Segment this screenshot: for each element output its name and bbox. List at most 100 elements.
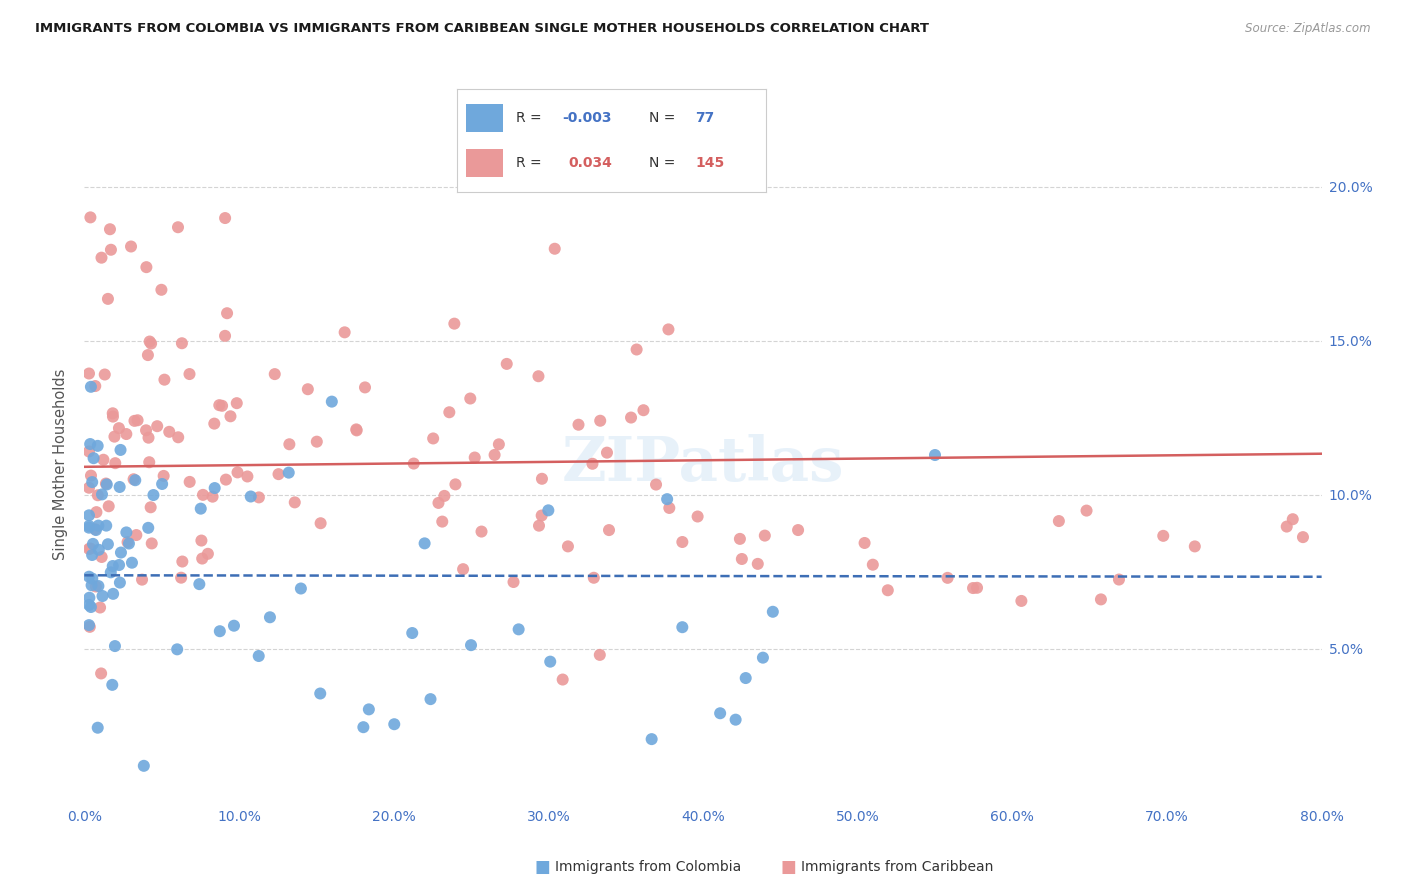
Point [79, 620, 101, 634]
Point [862, 558, 884, 572]
Point [172, 555, 194, 569]
Point [87, 721, 110, 735]
Point [77, 519, 100, 533]
Point [77, 367, 100, 381]
Point [124, 473, 146, 487]
Point [1010, 594, 1032, 608]
Point [86, 439, 108, 453]
Point [127, 413, 149, 427]
Point [527, 369, 550, 384]
Point [267, 467, 290, 482]
Point [190, 501, 212, 516]
Point [188, 577, 211, 591]
Point [309, 686, 332, 700]
Point [179, 367, 201, 381]
Text: -0.003: -0.003 [562, 111, 612, 125]
Text: R =: R = [516, 156, 550, 170]
Point [581, 457, 603, 471]
Point [79, 437, 101, 451]
Point [208, 398, 231, 412]
Point [79, 591, 101, 605]
Point [108, 558, 131, 572]
Point [1047, 514, 1070, 528]
Point [96, 477, 118, 491]
Point [544, 242, 567, 256]
Point [82, 537, 104, 551]
Point [118, 536, 141, 550]
Point [77, 481, 100, 495]
Point [115, 427, 138, 442]
Point [142, 488, 165, 502]
Point [626, 343, 648, 357]
Point [658, 500, 681, 515]
Point [79, 211, 101, 225]
Point [321, 394, 343, 409]
Point [530, 508, 553, 523]
Point [197, 547, 219, 561]
Point [170, 336, 193, 351]
Point [77, 618, 100, 632]
Point [495, 357, 517, 371]
Point [101, 559, 124, 574]
Point [170, 571, 193, 585]
Point [443, 317, 465, 331]
Point [124, 414, 146, 428]
Text: 77: 77 [695, 111, 714, 125]
Text: R =: R = [516, 111, 546, 125]
Point [82, 475, 104, 489]
Point [598, 523, 620, 537]
Point [101, 587, 124, 601]
Point [77, 570, 100, 584]
Point [582, 571, 605, 585]
Point [150, 477, 173, 491]
Point [86, 505, 108, 519]
Point [488, 437, 510, 451]
Point [1275, 519, 1298, 533]
Point [966, 581, 988, 595]
Point [589, 414, 612, 428]
Point [77, 444, 100, 458]
Point [87, 518, 110, 533]
Point [152, 469, 174, 483]
Point [290, 582, 312, 596]
Point [444, 477, 467, 491]
Point [1108, 573, 1130, 587]
Point [80, 380, 103, 394]
Point [427, 496, 450, 510]
Point [567, 417, 589, 432]
Point [91, 487, 114, 501]
Point [91, 589, 114, 603]
Point [97, 537, 120, 551]
Point [101, 678, 124, 692]
Point [734, 671, 756, 685]
Point [94, 476, 117, 491]
Point [211, 399, 233, 413]
Point [84, 379, 107, 393]
Point [762, 605, 785, 619]
FancyBboxPatch shape [467, 149, 503, 178]
Point [87, 542, 110, 557]
Point [787, 523, 810, 537]
Point [557, 540, 579, 554]
Point [924, 448, 946, 462]
Point [236, 469, 259, 483]
Point [596, 445, 619, 459]
Point [333, 326, 356, 340]
Point [1281, 512, 1303, 526]
Point [1292, 530, 1315, 544]
Point [201, 490, 224, 504]
Point [90, 666, 112, 681]
Point [433, 489, 456, 503]
Point [263, 367, 285, 381]
Point [167, 430, 190, 444]
Point [121, 556, 143, 570]
Point [101, 406, 124, 420]
Point [747, 557, 769, 571]
Point [77, 541, 100, 556]
Point [413, 536, 436, 550]
Point [100, 566, 122, 580]
Point [191, 551, 214, 566]
Point [346, 424, 368, 438]
Point [83, 451, 105, 466]
Point [401, 626, 423, 640]
